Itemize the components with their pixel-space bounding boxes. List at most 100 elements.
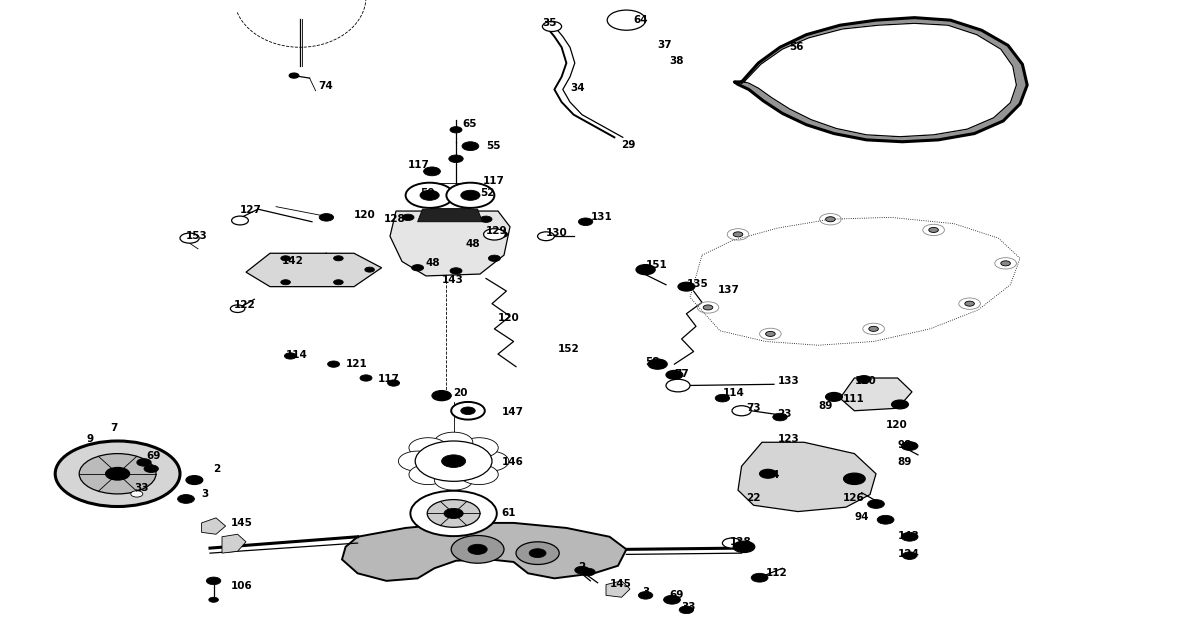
Text: 137: 137: [718, 285, 739, 295]
Circle shape: [406, 183, 454, 208]
Circle shape: [636, 265, 655, 275]
Circle shape: [427, 500, 480, 527]
Text: 3: 3: [642, 587, 649, 597]
Circle shape: [868, 500, 884, 508]
Circle shape: [715, 394, 730, 402]
Text: 69: 69: [670, 590, 684, 600]
Circle shape: [209, 597, 218, 602]
Circle shape: [328, 361, 340, 367]
Text: 145: 145: [230, 518, 252, 528]
Circle shape: [446, 183, 494, 208]
Circle shape: [412, 265, 424, 271]
Circle shape: [678, 282, 695, 291]
Text: 142: 142: [282, 256, 304, 266]
Text: 145: 145: [610, 579, 631, 589]
Polygon shape: [738, 442, 876, 512]
Text: 124: 124: [898, 549, 919, 559]
Circle shape: [144, 465, 158, 472]
Circle shape: [289, 73, 299, 78]
Circle shape: [451, 536, 504, 563]
Text: 117: 117: [378, 374, 400, 384]
Text: 117: 117: [482, 176, 504, 186]
Circle shape: [232, 216, 248, 225]
Text: 74: 74: [318, 81, 332, 91]
Circle shape: [442, 455, 466, 467]
Text: 34: 34: [570, 83, 584, 93]
Text: 153: 153: [186, 231, 208, 241]
Circle shape: [451, 402, 485, 420]
Circle shape: [180, 233, 199, 243]
Text: 7: 7: [110, 423, 118, 433]
Circle shape: [484, 229, 505, 240]
Text: 120: 120: [854, 375, 876, 386]
Text: 69: 69: [146, 451, 161, 461]
Circle shape: [415, 441, 492, 481]
Circle shape: [468, 544, 487, 554]
Text: 48: 48: [426, 258, 440, 268]
Text: 122: 122: [234, 300, 256, 310]
Text: 2: 2: [214, 464, 221, 474]
Circle shape: [826, 392, 842, 401]
Circle shape: [460, 464, 498, 484]
Text: 146: 146: [502, 457, 523, 467]
Circle shape: [334, 280, 343, 285]
Circle shape: [450, 268, 462, 274]
Circle shape: [703, 305, 713, 310]
Text: 64: 64: [634, 15, 648, 25]
Circle shape: [388, 380, 400, 386]
Circle shape: [929, 227, 938, 232]
Circle shape: [334, 256, 343, 261]
Circle shape: [281, 280, 290, 285]
Text: 2: 2: [578, 562, 586, 572]
Circle shape: [178, 495, 194, 503]
Text: 152: 152: [558, 344, 580, 354]
Circle shape: [462, 142, 479, 151]
Text: 3: 3: [202, 489, 209, 499]
Circle shape: [844, 473, 865, 484]
Circle shape: [398, 451, 437, 471]
Text: 55: 55: [486, 141, 500, 151]
Text: 98: 98: [898, 440, 912, 450]
Circle shape: [766, 331, 775, 336]
Polygon shape: [390, 211, 510, 276]
Text: 61: 61: [502, 508, 516, 518]
Text: 131: 131: [590, 212, 612, 222]
Circle shape: [751, 573, 768, 582]
Circle shape: [902, 552, 917, 559]
Circle shape: [575, 566, 589, 574]
Polygon shape: [418, 209, 482, 222]
Circle shape: [616, 14, 637, 26]
Circle shape: [434, 432, 473, 452]
Text: 48: 48: [466, 239, 480, 249]
Circle shape: [666, 379, 690, 392]
Circle shape: [901, 442, 918, 450]
Text: 128: 128: [384, 214, 406, 224]
Text: 94: 94: [854, 512, 869, 522]
Text: 73: 73: [746, 403, 761, 413]
Text: 138: 138: [730, 537, 751, 547]
Circle shape: [529, 549, 546, 558]
Text: 112: 112: [766, 568, 787, 578]
Circle shape: [722, 538, 742, 548]
Circle shape: [131, 491, 143, 497]
Circle shape: [365, 267, 374, 272]
Text: 37: 37: [658, 40, 672, 50]
Circle shape: [664, 595, 680, 604]
Circle shape: [402, 214, 414, 220]
Circle shape: [450, 127, 462, 133]
Circle shape: [420, 190, 439, 200]
Text: 89: 89: [898, 457, 912, 467]
Circle shape: [607, 10, 646, 30]
Text: 133: 133: [778, 375, 799, 386]
Circle shape: [826, 217, 835, 222]
Text: 9: 9: [86, 434, 94, 444]
Polygon shape: [202, 518, 226, 534]
Circle shape: [648, 359, 667, 369]
Circle shape: [773, 413, 787, 421]
Text: 114: 114: [722, 388, 744, 398]
Circle shape: [284, 353, 296, 359]
Circle shape: [488, 255, 500, 261]
Circle shape: [666, 370, 683, 379]
Circle shape: [542, 21, 562, 32]
Circle shape: [901, 532, 918, 541]
